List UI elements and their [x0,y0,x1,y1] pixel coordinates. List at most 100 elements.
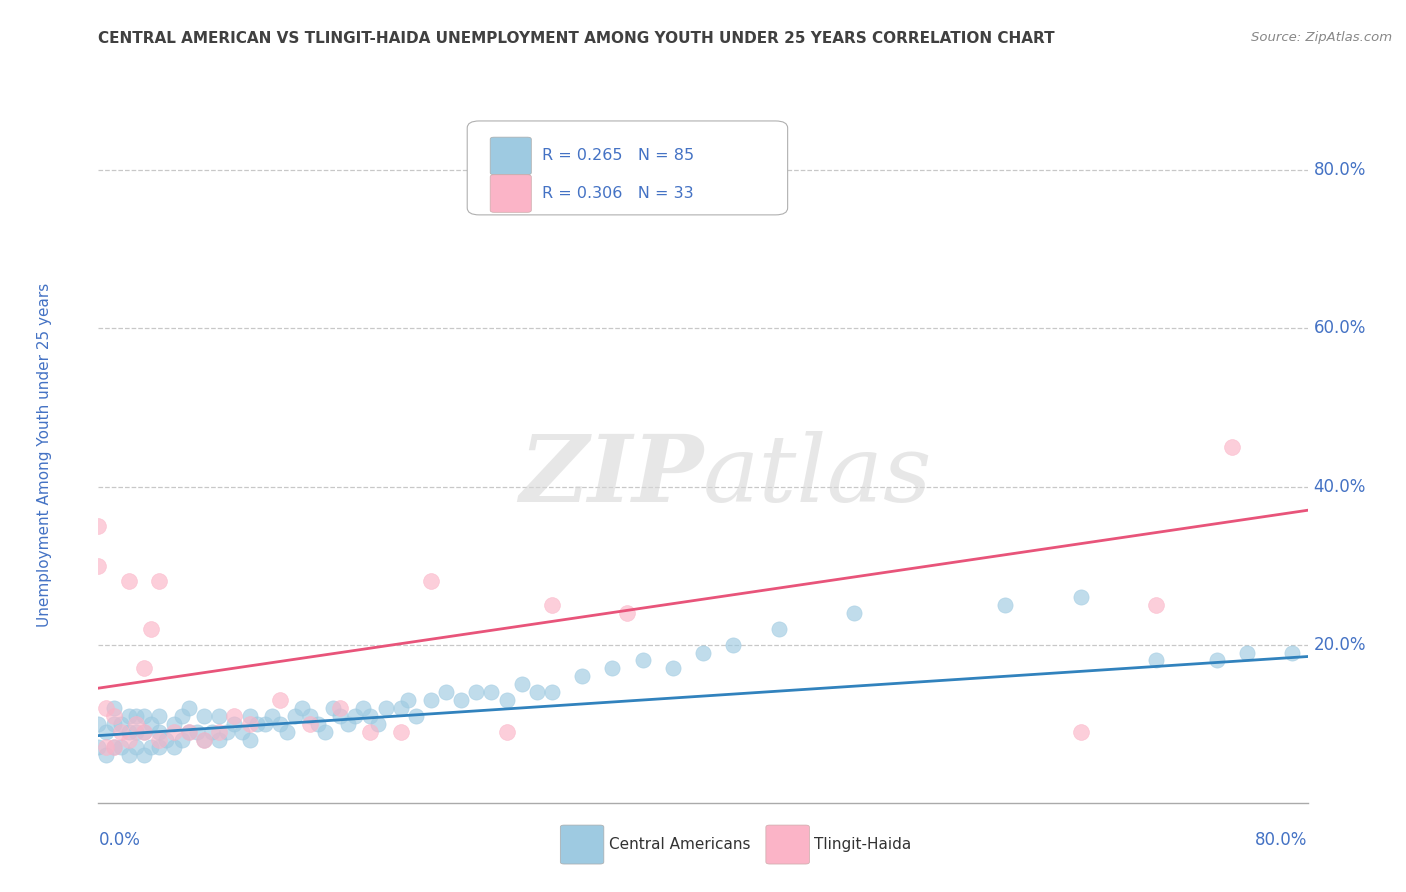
Point [721,638,744,652]
Point [155,732,177,747]
Point [163,724,186,739]
Point [994,598,1017,612]
Point [1281,646,1303,660]
Text: 60.0%: 60.0% [1313,319,1367,337]
Point [231,724,253,739]
Point [540,685,562,699]
Text: 40.0%: 40.0% [1313,477,1367,496]
Point [177,701,201,715]
Point [307,716,329,731]
Point [87,716,110,731]
Point [87,740,110,755]
Point [367,716,389,731]
Point [103,708,125,723]
Point [125,724,148,739]
Point [299,716,322,731]
Point [481,685,503,699]
Point [239,732,262,747]
Point [262,708,284,723]
Point [602,661,624,675]
Point [246,716,269,731]
Point [768,622,790,636]
Point [571,669,593,683]
Point [631,653,654,667]
Point [465,685,488,699]
Point [269,693,291,707]
Point [1070,591,1092,605]
Point [389,701,412,715]
Text: CENTRAL AMERICAN VS TLINGIT-HAIDA UNEMPLOYMENT AMONG YOUTH UNDER 25 YEARS CORREL: CENTRAL AMERICAN VS TLINGIT-HAIDA UNEMPL… [98,31,1054,46]
Point [125,708,148,723]
Point [329,701,352,715]
Text: Source: ZipAtlas.com: Source: ZipAtlas.com [1251,31,1392,45]
Point [87,558,110,573]
Text: ZIP: ZIP [519,431,703,521]
Point [495,724,517,739]
Point [526,685,548,699]
Point [239,708,262,723]
FancyBboxPatch shape [766,825,810,864]
Text: R = 0.306   N = 33: R = 0.306 N = 33 [543,186,693,201]
Point [1206,653,1229,667]
Point [352,701,374,715]
Point [344,708,367,723]
Point [540,598,562,612]
Point [208,708,231,723]
Point [118,724,141,739]
Point [141,716,163,731]
Point [1144,598,1167,612]
Point [110,740,132,755]
Point [291,701,314,715]
Point [193,732,215,747]
Point [329,708,352,723]
Point [94,724,117,739]
Point [193,732,215,747]
Point [510,677,533,691]
Point [495,693,517,707]
Point [110,724,132,739]
Point [170,732,193,747]
Text: R = 0.265   N = 85: R = 0.265 N = 85 [543,148,695,163]
Text: 80.0%: 80.0% [1256,830,1308,848]
Point [103,701,125,715]
Text: Unemployment Among Youth under 25 years: Unemployment Among Youth under 25 years [37,283,52,627]
Point [692,646,714,660]
Point [314,724,336,739]
Point [276,724,298,739]
Point [322,701,344,715]
Point [1144,653,1167,667]
Point [170,708,193,723]
Point [1070,724,1092,739]
Point [118,708,141,723]
Point [299,708,322,723]
Point [253,716,276,731]
Point [215,724,238,739]
FancyBboxPatch shape [491,137,531,175]
Point [125,740,148,755]
Point [110,716,132,731]
Text: 80.0%: 80.0% [1313,161,1367,179]
Point [374,701,396,715]
Text: 20.0%: 20.0% [1313,636,1367,654]
Point [118,748,141,763]
Text: 0.0%: 0.0% [98,830,141,848]
Point [118,732,141,747]
Point [148,708,170,723]
FancyBboxPatch shape [491,175,531,212]
Point [224,716,246,731]
Point [844,606,866,620]
Text: Tlingit-Haida: Tlingit-Haida [814,837,911,852]
Point [177,724,201,739]
Point [141,740,163,755]
Point [148,724,170,739]
Point [103,740,125,755]
Point [360,724,382,739]
FancyBboxPatch shape [467,121,787,215]
Point [284,708,307,723]
Point [118,574,141,589]
Point [419,693,441,707]
Point [163,716,186,731]
Point [94,748,117,763]
Point [336,716,359,731]
Point [94,740,117,755]
